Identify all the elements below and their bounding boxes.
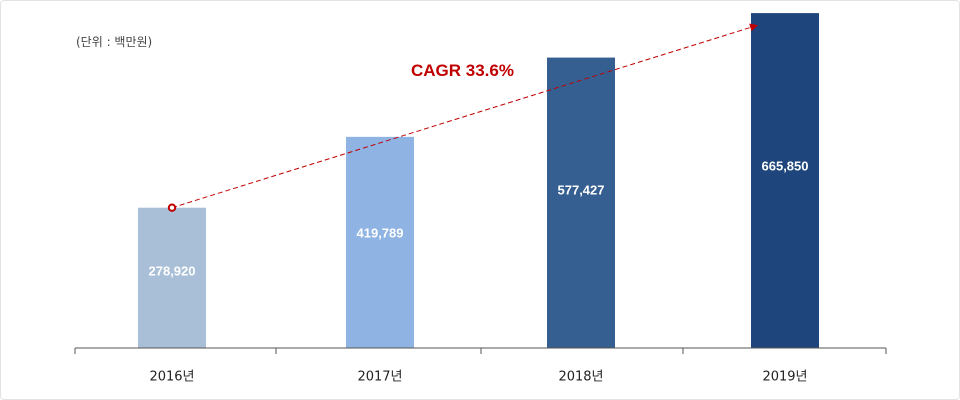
x-tick-label-4: 2019년	[762, 370, 807, 385]
x-tick-label-2: 2017년	[357, 370, 402, 385]
cagr-arrowhead	[749, 23, 758, 32]
cagr-trend-line	[171, 24, 759, 209]
bar-value-label-3: 577,427	[558, 183, 605, 198]
cagr-start-marker	[167, 203, 177, 212]
x-tick-label-3: 2018년	[558, 370, 603, 385]
unit-label: (단위 : 백만원)	[76, 35, 153, 49]
bars-layer: 278,920 419,789 577,427 665,850	[138, 13, 819, 349]
x-axis: 2016년 2017년 2018년 2019년	[74, 347, 887, 385]
bar-value-label-2: 419,789	[357, 225, 404, 240]
bar-4	[751, 13, 819, 349]
cagr-trend: CAGR 33.6%	[167, 23, 759, 212]
bar-value-label-4: 665,850	[762, 159, 809, 174]
x-tick-label-1: 2016년	[149, 370, 194, 385]
cagr-label: CAGR 33.6%	[411, 61, 514, 80]
bar-value-label-1: 278,920	[149, 264, 196, 279]
bar-3	[547, 57, 615, 349]
bar-1	[138, 207, 206, 348]
bar-2	[346, 136, 414, 348]
